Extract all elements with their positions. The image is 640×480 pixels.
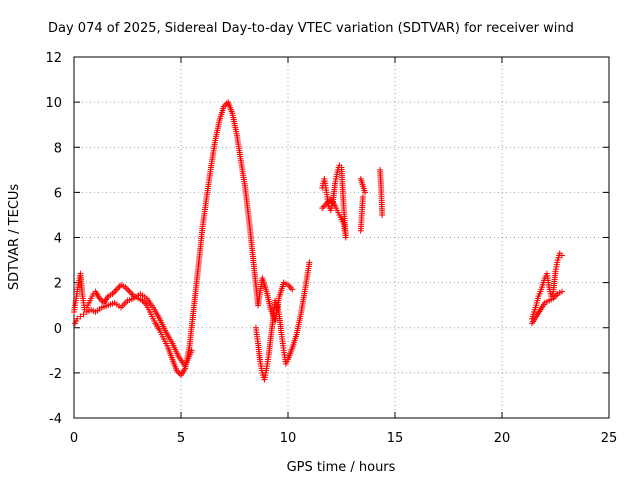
data-point [287,284,294,291]
data-point [379,211,386,218]
y-tick-label: 8 [54,141,62,156]
data-point [80,311,87,318]
x-axis-label: GPS time / hours [287,460,396,475]
y-axis-label: SDTVAR / TECUs [7,184,22,291]
data-point [125,287,132,294]
data-point [123,285,130,292]
data-point [553,292,560,299]
data-point [286,283,293,290]
y-tick-label: 2 [54,277,62,292]
data-point [319,205,326,212]
data-point [289,286,296,293]
tick-layer: 0 5 10 15 20 25 -4 -2 0 2 4 6 8 10 12 [45,51,617,446]
x-tick-label: 25 [601,431,618,446]
x-tick-label: 20 [494,431,511,446]
x-tick-label: 15 [387,431,404,446]
x-tick-label: 5 [177,431,185,446]
data-point [113,286,120,293]
data-point [126,288,133,295]
y-tick-label: 12 [45,51,62,66]
y-tick-label: -2 [49,367,62,382]
data-point [306,259,313,266]
y-tick-label: -4 [49,412,62,427]
data-point [188,347,195,354]
x-tick-label: 10 [280,431,297,446]
chart-title: Day 074 of 2025, Sidereal Day-to-day VTE… [48,21,574,36]
series-segment-4 [255,275,296,324]
data-point [359,193,366,200]
data-point [128,290,135,297]
data-point [342,234,349,241]
y-tick-label: 4 [54,232,62,247]
data-point [320,203,327,210]
data-point [322,202,329,209]
series-segment-7 [528,250,565,322]
y-tick-label: 6 [54,186,62,201]
data-point [558,252,565,259]
y-tick-label: 10 [45,96,62,111]
series-segment-3 [252,259,313,383]
data-point [558,288,565,295]
data-point [77,313,84,320]
series-segment-2 [72,290,195,370]
data-point [112,287,119,294]
data-point [362,189,369,196]
series-segment-6 [319,175,369,241]
series-segment-8 [528,288,565,327]
y-tick-label: 0 [54,322,62,337]
data-point [110,289,117,296]
data-point [74,315,81,322]
mark-layer [71,99,565,383]
grid-layer [74,57,609,418]
x-tick-label: 0 [70,431,78,446]
